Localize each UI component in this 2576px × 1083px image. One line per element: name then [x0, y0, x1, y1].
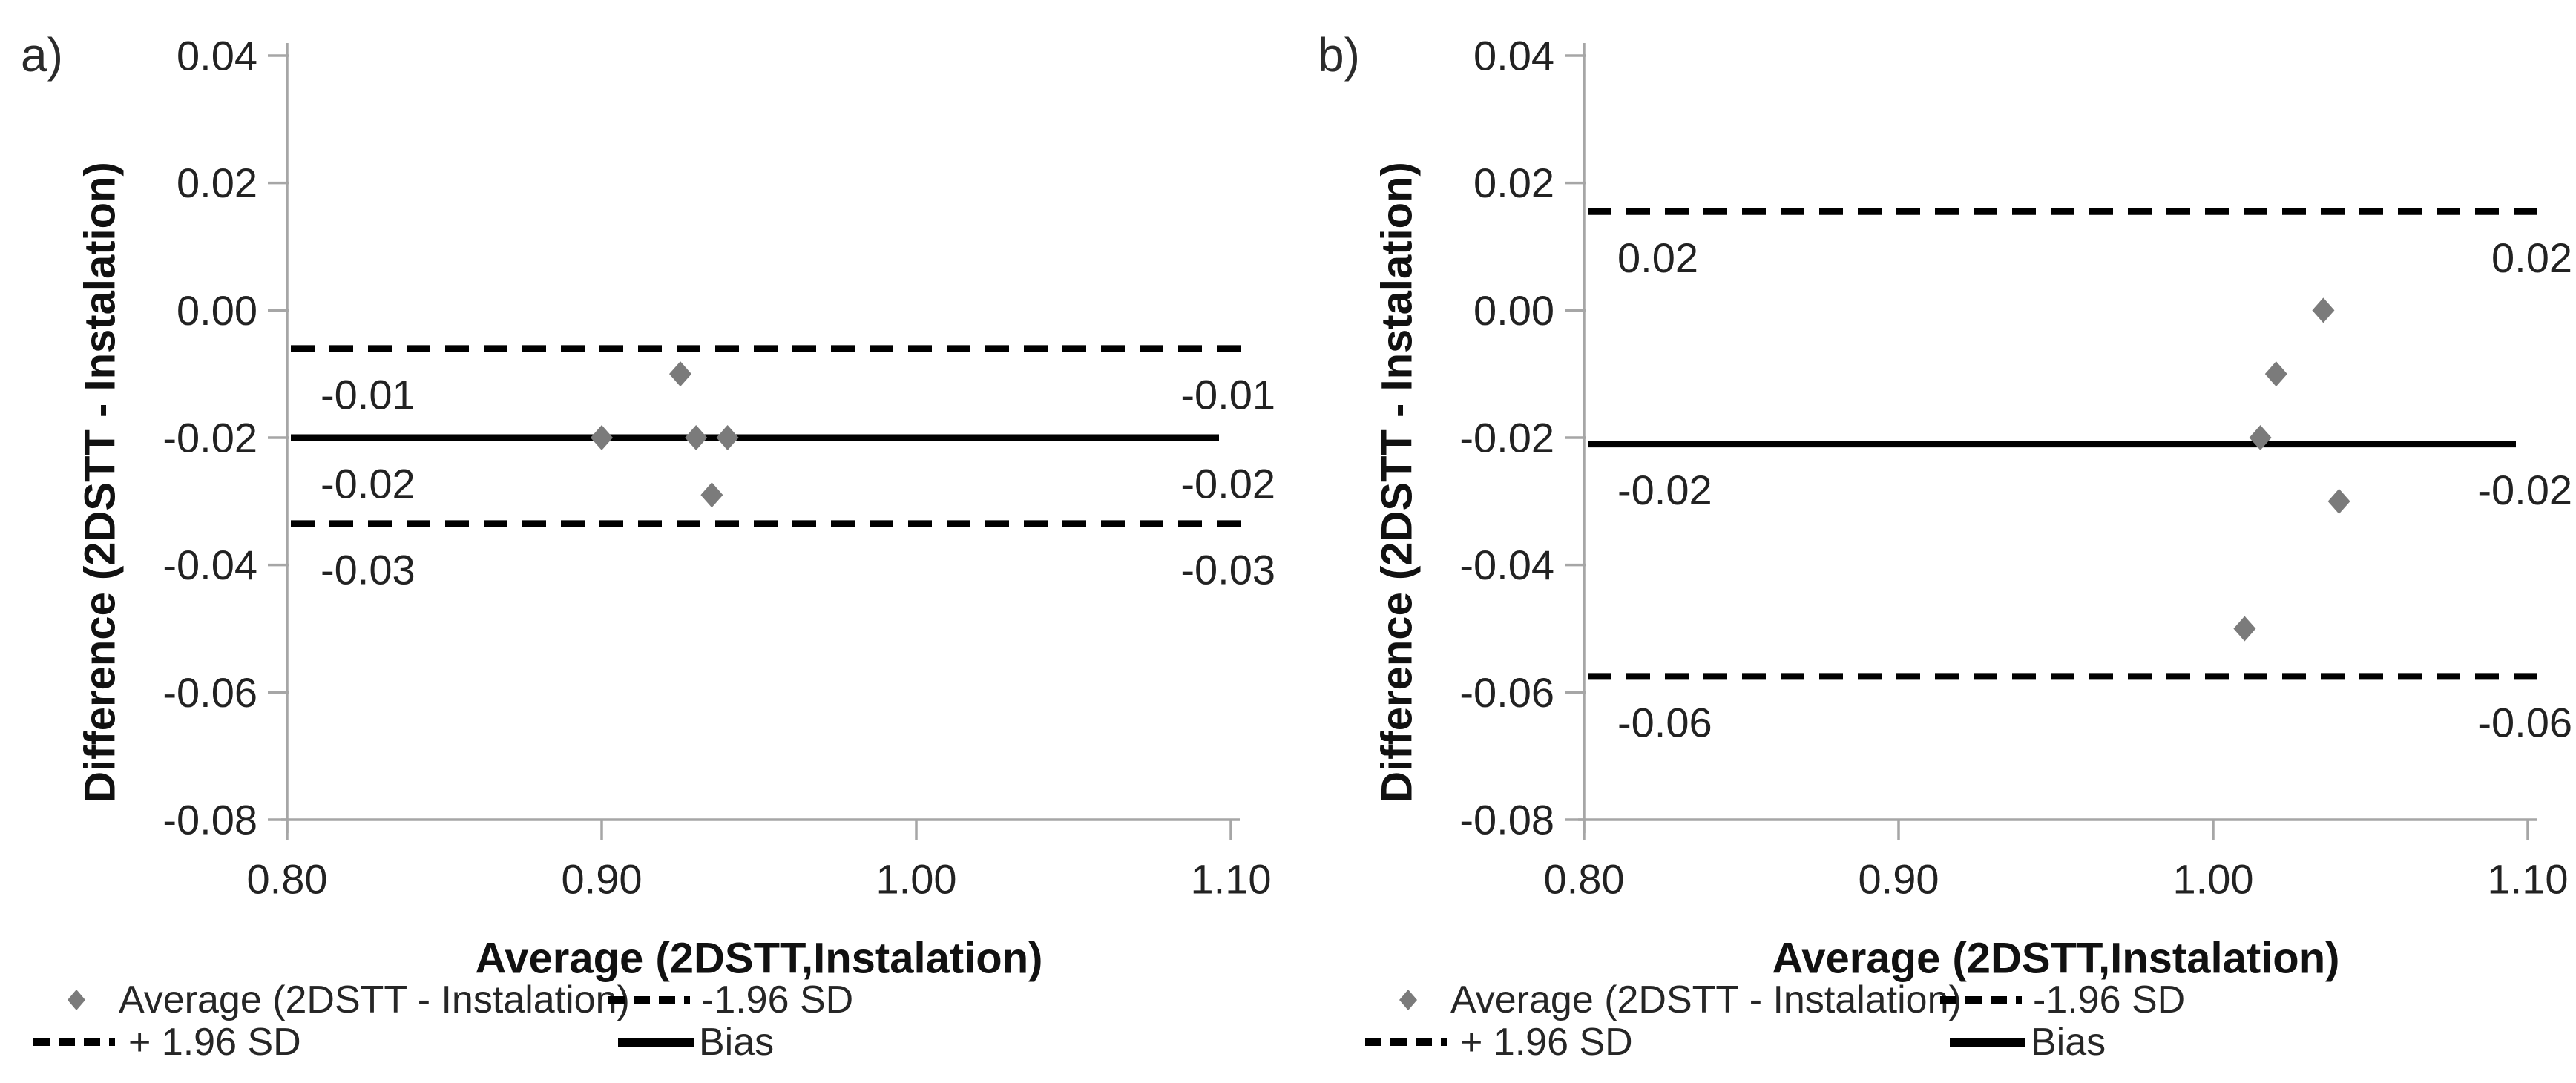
- x-tick-label: 0.90: [562, 856, 643, 903]
- panel-b-x-axis-title: Average (2DSTT,Instalation): [1772, 935, 2340, 983]
- legend-plus196sd-label: + 1.96 SD: [1460, 1021, 1633, 1064]
- line-value-label-right: -0.02: [1180, 461, 1275, 507]
- line-value-label-right: -0.06: [2477, 699, 2572, 745]
- legend-series-label: Average (2DSTT - Instalation): [119, 978, 630, 1021]
- line-value-label-left: -0.02: [321, 461, 415, 507]
- panel-a-legend: Average (2DSTT - Instalation) -1.96 SD + 1…: [33, 978, 853, 1064]
- data-point-diamond: [2312, 297, 2335, 323]
- y-tick-label: 0.02: [1473, 159, 1554, 206]
- x-tick-label: 1.10: [2488, 856, 2569, 903]
- y-tick-label: 0.00: [177, 287, 257, 334]
- legend-diamond-marker: [1399, 990, 1417, 1010]
- y-tick-label: -0.08: [162, 797, 257, 843]
- data-point-diamond: [700, 482, 723, 508]
- x-tick-label: 0.90: [1859, 856, 1939, 903]
- y-tick-label: -0.02: [1459, 415, 1554, 461]
- legend-series-label: Average (2DSTT - Instalation): [1450, 978, 1962, 1021]
- line-value-label-right: -0.03: [1180, 546, 1275, 593]
- data-point-diamond: [2249, 425, 2272, 450]
- panel-b-y-axis-title: Difference (2DSTT - Instalation): [1373, 162, 1422, 803]
- y-tick-label: -0.06: [162, 669, 257, 716]
- line-value-label-right: -0.02: [2477, 467, 2572, 513]
- panel-b-plot-area: 0.04 0.02 0.00 -0.02 -0.04 -0.06 -0.08 0.80 0.90…: [1459, 33, 2572, 903]
- line-value-label-right: 0.02: [2491, 234, 2572, 281]
- data-point-diamond: [591, 425, 613, 450]
- panel-a-label: a): [21, 28, 63, 82]
- panel-b: b) Average (2DSTT,Instalation) Differenc…: [1318, 28, 2572, 1064]
- line-value-label-left: -0.03: [321, 546, 415, 593]
- data-point-diamond: [716, 425, 739, 450]
- panel-a-y-axis-title: Difference (2DSTT - Instalation): [76, 162, 125, 803]
- data-point-diamond: [2233, 616, 2256, 642]
- panel-a-x-axis-title: Average (2DSTT,Instalation): [476, 935, 1043, 983]
- x-tick-label: 1.00: [2173, 856, 2254, 903]
- panel-b-label: b): [1318, 28, 1360, 82]
- y-tick-label: 0.04: [177, 33, 257, 79]
- y-tick-label: -0.04: [162, 542, 257, 588]
- x-tick-label: 1.00: [876, 856, 957, 903]
- legend-minus196sd-label: -1.96 SD: [2033, 978, 2185, 1021]
- y-tick-label: -0.06: [1459, 669, 1554, 716]
- data-point-diamond: [2327, 488, 2350, 514]
- legend-diamond-marker: [68, 990, 85, 1010]
- data-point-diamond: [2264, 361, 2287, 387]
- x-tick-label: 1.10: [1191, 856, 1272, 903]
- line-value-label-left: 0.02: [1617, 234, 1698, 281]
- panel-a: a) Average (2DSTT,Instalation) Differenc…: [21, 28, 1275, 1064]
- legend-bias-label: Bias: [2031, 1021, 2106, 1064]
- legend-bias-label: Bias: [699, 1021, 774, 1064]
- x-tick-label: 0.80: [1544, 856, 1625, 903]
- y-tick-label: -0.04: [1459, 542, 1554, 588]
- panel-a-plot-area: 0.04 0.02 0.00 -0.02 -0.04 -0.06 -0.08 0.80 0.90…: [162, 33, 1275, 903]
- line-value-label-left: -0.06: [1617, 699, 1712, 745]
- legend-minus196sd-label: -1.96 SD: [701, 978, 853, 1021]
- line-value-label-left: -0.01: [321, 371, 415, 418]
- x-tick-label: 0.80: [247, 856, 328, 903]
- legend-plus196sd-label: + 1.96 SD: [128, 1021, 301, 1064]
- y-tick-label: 0.04: [1473, 33, 1554, 79]
- line-value-label-right: -0.01: [1180, 371, 1275, 418]
- panel-b-legend: Average (2DSTT - Instalation) -1.96 SD + 1…: [1365, 978, 2185, 1064]
- y-tick-label: 0.00: [1473, 287, 1554, 334]
- line-value-label-left: -0.02: [1617, 467, 1712, 513]
- data-point-diamond: [685, 425, 708, 450]
- y-tick-label: 0.02: [177, 159, 257, 206]
- data-point-diamond: [669, 361, 691, 387]
- y-tick-label: -0.08: [1459, 797, 1554, 843]
- y-tick-label: -0.02: [162, 415, 257, 461]
